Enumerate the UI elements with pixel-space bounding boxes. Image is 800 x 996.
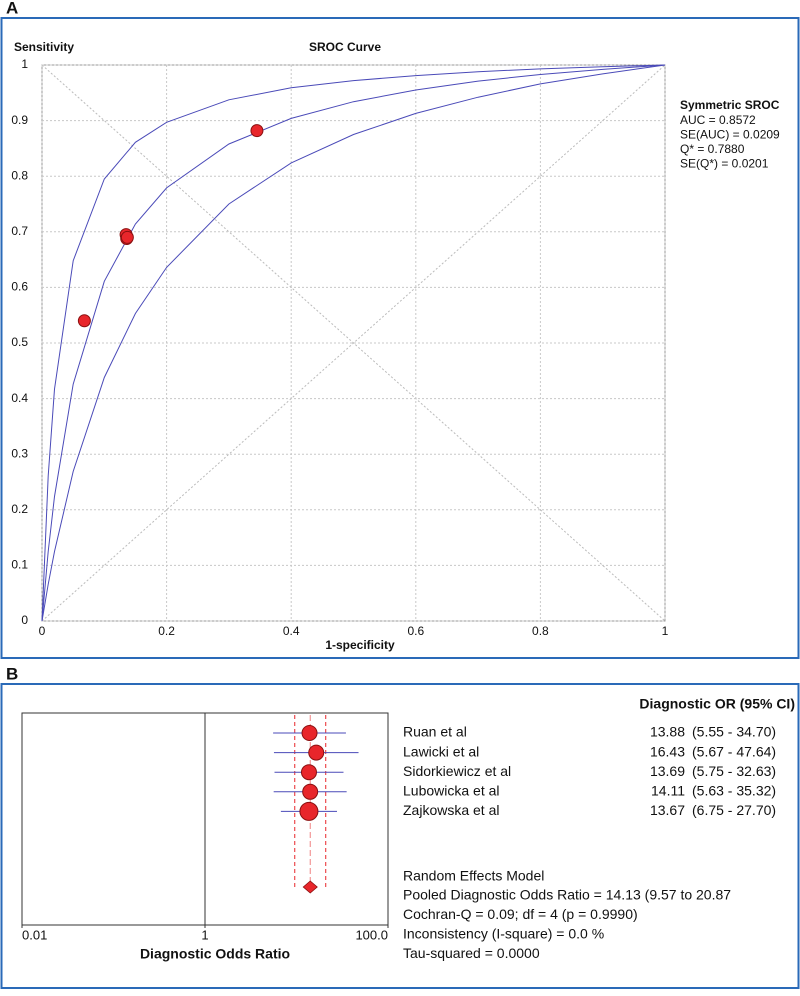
y-tick-label: 0.9 (11, 113, 28, 127)
chart-title: SROC Curve (309, 40, 381, 54)
study-name: Sidorkiewicz et al (403, 763, 511, 779)
study-name: Ruan et al (403, 724, 467, 740)
study-point (250, 124, 264, 138)
sroc-curve (41, 64, 666, 622)
x-tick-label: 0.4 (283, 624, 300, 638)
study-name: Lawicki et al (403, 743, 479, 759)
study-marker (301, 725, 318, 741)
panel-border (0, 683, 800, 989)
x-axis-label: Diagnostic Odds Ratio (140, 946, 290, 962)
study-or: 13.88 (650, 724, 685, 740)
annotation-line: Q* = 0.7880 (680, 142, 745, 156)
y-tick-label: 0.2 (11, 502, 28, 516)
study-name: Zajkowska et al (403, 802, 499, 818)
summary-line: Cochran-Q = 0.09; df = 4 (p = 0.9990) (403, 906, 638, 922)
y-tick-label: 0.3 (11, 446, 28, 460)
study-marker (308, 744, 325, 761)
y-tick-label: 0 (21, 613, 28, 627)
y-tick-label: 0.6 (11, 280, 28, 294)
annotation-title: Symmetric SROC (680, 98, 780, 112)
panel-label: B (6, 664, 18, 683)
y-tick-label: 0.4 (11, 391, 28, 405)
study-ci: (6.75 - 27.70) (692, 802, 776, 818)
x-axis-label: 1-specificity (325, 638, 395, 652)
study-ci: (5.67 - 47.64) (692, 743, 776, 759)
x-tick-label: 0.01 (22, 927, 47, 942)
summary-line: Pooled Diagnostic Odds Ratio = 14.13 (9.… (403, 887, 731, 903)
study-or: 13.69 (650, 763, 685, 779)
model-title: Random Effects Model (403, 868, 544, 884)
annotation-line: SE(Q*) = 0.0201 (680, 157, 769, 171)
study-marker (299, 801, 319, 821)
study-name: Lubowicka et al (403, 783, 500, 799)
y-tick-label: 1 (21, 57, 28, 71)
study-point (77, 314, 91, 328)
pooled-diamond (302, 880, 318, 894)
study-point (120, 230, 134, 244)
y-tick-label: 0.5 (11, 335, 28, 349)
y-tick-label: 0.7 (11, 224, 28, 238)
x-tick-label: 0.8 (532, 624, 549, 638)
summary-line: Inconsistency (I-square) = 0.0 % (403, 926, 604, 942)
study-or: 14.11 (651, 783, 685, 799)
y-tick-label: 0.1 (11, 558, 28, 572)
annotation-line: AUC = 0.8572 (680, 113, 756, 127)
study-ci: (5.75 - 32.63) (692, 763, 776, 779)
study-or: 13.67 (650, 802, 685, 818)
x-tick-label: 0.2 (158, 624, 175, 638)
x-tick-label: 1 (662, 624, 669, 638)
study-marker (302, 783, 319, 800)
sroc-curve (41, 64, 666, 622)
x-tick-label: 100.0 (355, 927, 388, 942)
panel-label: A (6, 0, 18, 17)
table-header: Diagnostic OR (95% CI) (639, 696, 795, 712)
sroc-curve (41, 64, 666, 622)
study-ci: (5.55 - 34.70) (692, 724, 776, 740)
x-tick-label: 0.6 (407, 624, 424, 638)
x-tick-label: 1 (201, 927, 208, 942)
study-ci: (5.63 - 35.32) (692, 783, 776, 799)
panel-border (0, 17, 800, 659)
summary-line: Tau-squared = 0.0000 (403, 945, 540, 961)
diagonal (41, 64, 666, 622)
y-axis-label: Sensitivity (14, 40, 74, 54)
x-tick-label: 0 (39, 624, 46, 638)
study-or: 16.43 (650, 743, 685, 759)
y-tick-label: 0.8 (11, 168, 28, 182)
annotation-line: SE(AUC) = 0.0209 (680, 128, 780, 142)
study-marker (300, 764, 317, 781)
